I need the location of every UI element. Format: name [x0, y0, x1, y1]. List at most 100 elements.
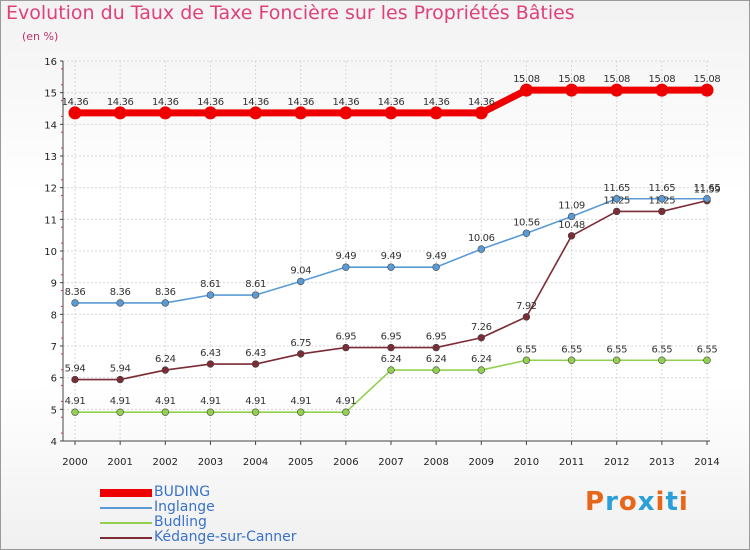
- data-point: [703, 195, 711, 203]
- y-tick-label: 9: [51, 279, 57, 290]
- data-point: [206, 360, 215, 368]
- data-point: [613, 356, 621, 364]
- data-point: [116, 375, 124, 384]
- data-label: 9.49: [336, 251, 357, 262]
- data-point: [294, 106, 308, 120]
- data-label: 9.49: [381, 251, 402, 262]
- data-point: [658, 356, 666, 364]
- x-tick-label: 2004: [243, 457, 268, 468]
- legend-label: Kédange-sur-Canner: [154, 529, 297, 545]
- y-tick-label: 10: [44, 247, 57, 258]
- data-label: 6.55: [606, 344, 627, 355]
- data-label: 9.04: [290, 265, 311, 276]
- data-point: [703, 356, 711, 364]
- data-point: [203, 106, 217, 120]
- x-tick-label: 2002: [153, 457, 178, 468]
- data-label: 14.36: [423, 97, 450, 108]
- data-point: [161, 408, 169, 416]
- data-point: [297, 350, 305, 358]
- data-label: 4.91: [245, 396, 266, 407]
- data-point: [387, 343, 395, 352]
- y-tick-label: 11: [44, 215, 57, 226]
- data-label: 6.55: [652, 344, 673, 355]
- data-point: [158, 106, 172, 120]
- data-label: 4.91: [110, 396, 131, 407]
- data-point: [161, 366, 169, 374]
- data-label: 6.55: [516, 344, 537, 355]
- data-point: [297, 277, 305, 286]
- data-label: 14.36: [107, 97, 134, 108]
- data-point: [342, 408, 350, 416]
- data-point: [567, 212, 576, 221]
- y-tick-label: 8: [51, 310, 57, 321]
- data-label: 14.36: [468, 97, 495, 108]
- data-label: 6.24: [471, 354, 492, 365]
- data-point: [655, 83, 669, 97]
- data-label: 15.08: [694, 74, 721, 85]
- data-point: [387, 366, 395, 374]
- data-point: [567, 232, 576, 240]
- x-tick-label: 2006: [333, 457, 358, 468]
- data-point: [567, 356, 576, 364]
- legend-label: Inglange: [154, 499, 215, 515]
- y-tick-label: 15: [44, 89, 57, 100]
- data-point: [116, 299, 124, 307]
- logo-letter: i: [655, 487, 666, 517]
- data-label: 8.36: [65, 287, 86, 298]
- data-label: 6.43: [200, 348, 221, 359]
- data-label: 14.36: [333, 97, 360, 108]
- logo-letter: P: [585, 487, 606, 517]
- data-label: 4.91: [290, 396, 311, 407]
- data-label: 10.06: [468, 233, 495, 244]
- data-label: 4.91: [336, 396, 357, 407]
- data-label: 4.91: [155, 396, 176, 407]
- chart-subtitle: (en %): [22, 30, 59, 43]
- data-label: 11.59: [694, 185, 721, 196]
- x-tick-label: 2007: [378, 457, 403, 468]
- data-label: 4.91: [65, 396, 86, 407]
- data-label: 15.08: [603, 74, 630, 85]
- legend-swatch: [100, 522, 152, 524]
- data-point: [71, 375, 79, 384]
- data-point: [116, 408, 124, 416]
- data-point: [384, 106, 398, 120]
- data-label: 7.92: [516, 301, 537, 312]
- proxiti-logo: Proxiti: [585, 487, 689, 517]
- data-point: [206, 408, 215, 416]
- y-tick-label: 14: [44, 120, 57, 131]
- data-label: 8.61: [245, 279, 266, 290]
- x-tick-label: 2005: [288, 457, 313, 468]
- data-point: [432, 343, 440, 352]
- data-point: [700, 83, 714, 97]
- x-tick-label: 2010: [514, 457, 539, 468]
- data-point: [477, 245, 485, 253]
- line-chart: 4 5 6 7 8 9 10 11 12 13 14 15 16 2000 2001 2002 2003 2004…: [44, 57, 721, 468]
- x-tick-label: 2000: [62, 457, 87, 468]
- data-label: 11.65: [603, 183, 630, 194]
- data-point: [658, 195, 666, 203]
- data-label: 11.25: [649, 195, 676, 206]
- data-label: 14.36: [242, 97, 269, 108]
- x-tick-label: 2013: [649, 457, 674, 468]
- data-label: 15.08: [513, 74, 540, 85]
- legend-swatch: [100, 489, 152, 497]
- data-label: 14.36: [152, 97, 179, 108]
- x-tick-label: 2012: [604, 457, 629, 468]
- data-label: 11.65: [694, 183, 721, 194]
- data-label: 4.91: [200, 396, 221, 407]
- y-tick-label: 13: [44, 152, 57, 163]
- data-label: 6.43: [245, 348, 266, 359]
- y-tick-label: 12: [44, 184, 57, 195]
- data-point: [249, 106, 263, 120]
- data-point: [477, 334, 485, 342]
- x-tick-label: 2009: [469, 457, 494, 468]
- y-tick-label: 16: [44, 57, 57, 68]
- x-tick-label: 2008: [423, 457, 448, 468]
- data-point: [658, 207, 666, 216]
- data-label: 6.95: [381, 332, 402, 343]
- data-label: 6.95: [336, 332, 357, 343]
- data-point: [339, 106, 353, 120]
- data-label: 6.24: [381, 354, 402, 365]
- data-label: 8.36: [155, 287, 176, 298]
- x-tick-label: 2011: [559, 457, 584, 468]
